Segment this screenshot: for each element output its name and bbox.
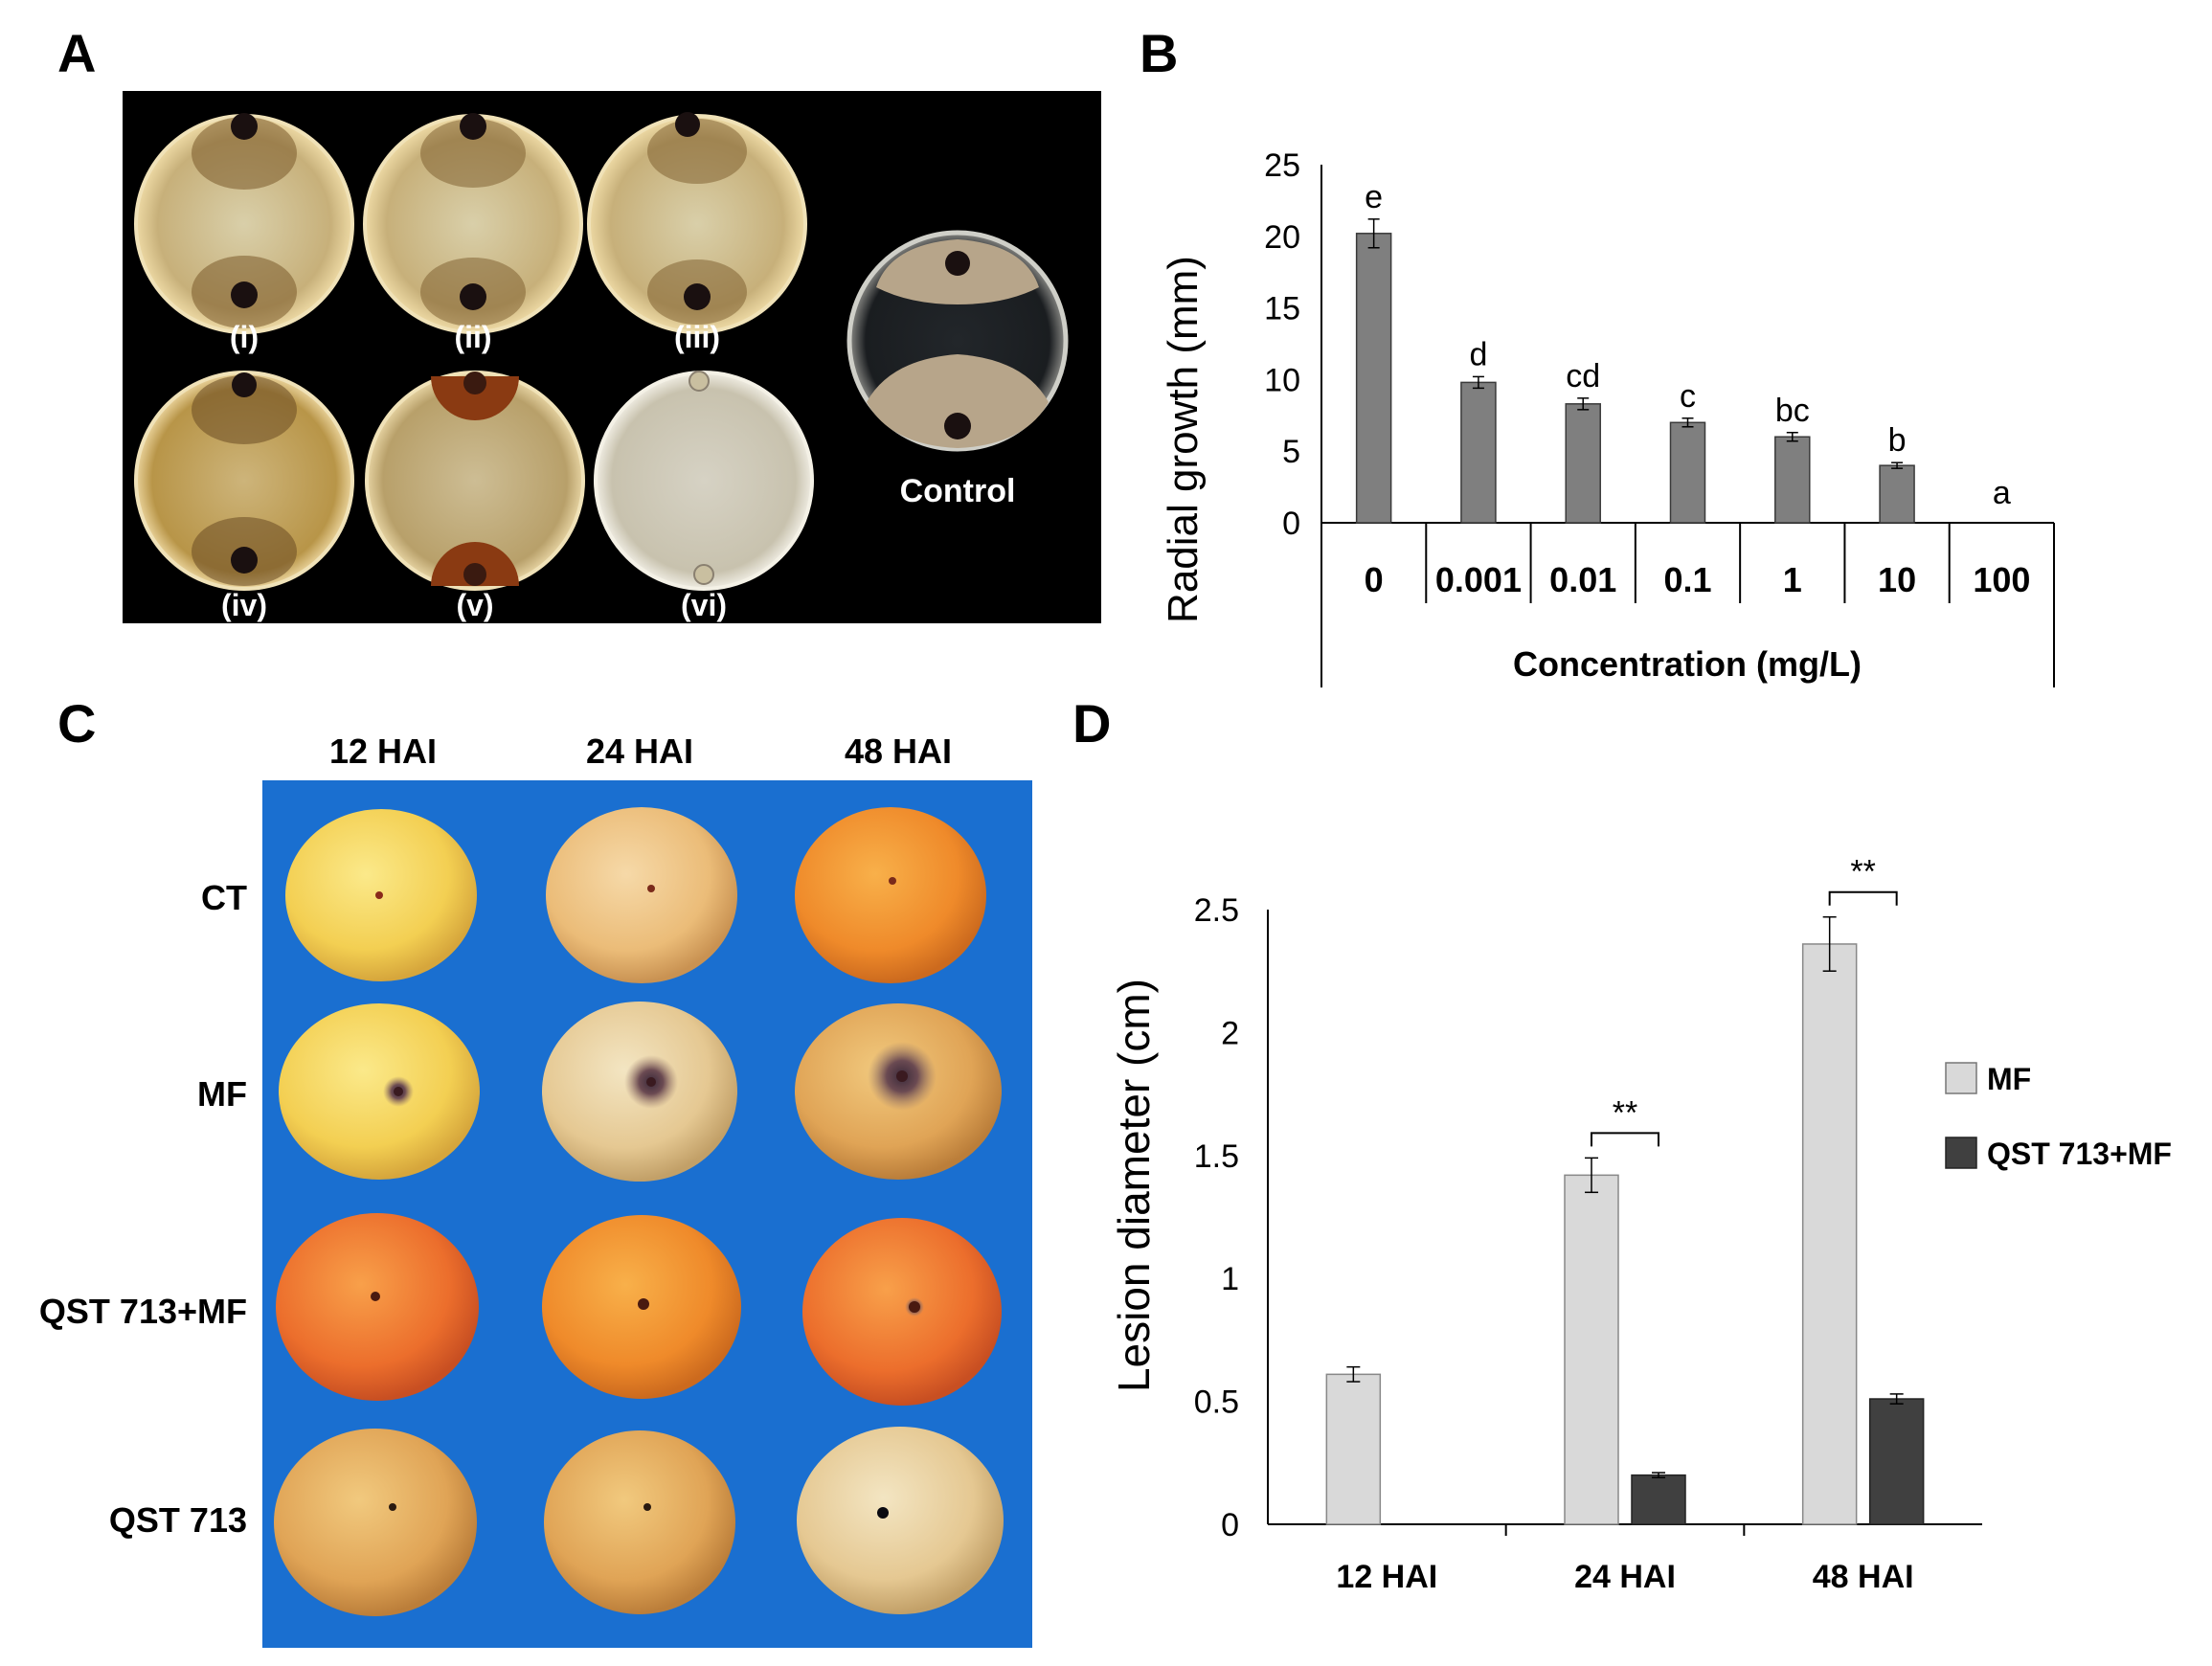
significance-letter: cd bbox=[1566, 358, 1600, 394]
x-axis-title-b: Concentration (mg/L) bbox=[1513, 644, 1862, 684]
plate-label: (iii) bbox=[674, 320, 720, 354]
chart-d: Lesion diameter (cm) MF QST 713+MF 0 0.5 1… bbox=[1109, 854, 2172, 1595]
y-axis-title-d: Lesion diameter (cm) bbox=[1109, 979, 1159, 1392]
row-label: CT bbox=[201, 878, 247, 917]
legend-swatch-qst bbox=[1945, 1137, 1977, 1169]
plate-label-control: Control bbox=[900, 473, 1016, 509]
panel-letter-b: B bbox=[1140, 23, 1178, 83]
petri-plate bbox=[134, 113, 354, 334]
bar bbox=[1868, 1398, 1925, 1525]
bar bbox=[1801, 943, 1858, 1525]
bar bbox=[1774, 436, 1811, 524]
y-tick-label: 2 bbox=[1221, 1015, 1239, 1051]
bar bbox=[1631, 1474, 1686, 1525]
legend-label-qst: QST 713+MF bbox=[1987, 1137, 2172, 1171]
x-tick-label: 0.1 bbox=[1663, 560, 1711, 599]
y-tick-label: 1.5 bbox=[1194, 1138, 1239, 1175]
x-tick-label: 48 HAI bbox=[1813, 1559, 1914, 1595]
row-label: QST 713+MF bbox=[39, 1292, 247, 1331]
y-tick-label: 5 bbox=[1282, 434, 1300, 470]
significance-letter: c bbox=[1680, 378, 1696, 415]
petri-plate bbox=[594, 371, 814, 591]
column-label: 24 HAI bbox=[586, 732, 693, 771]
bar bbox=[1564, 1174, 1619, 1525]
x-tick-label: 1 bbox=[1783, 560, 1802, 599]
plate-label: (iv) bbox=[221, 588, 267, 622]
bar bbox=[1669, 421, 1706, 524]
petri-plate bbox=[134, 371, 354, 591]
panel-letter-a: A bbox=[57, 23, 96, 83]
significance-letter: d bbox=[1469, 336, 1487, 372]
petri-plate bbox=[365, 371, 585, 591]
y-tick-label: 10 bbox=[1264, 362, 1300, 398]
x-tick-label: 0.01 bbox=[1549, 560, 1616, 599]
bar bbox=[1879, 464, 1915, 524]
y-tick-label: 1 bbox=[1221, 1261, 1239, 1297]
y-tick-label: 0.5 bbox=[1194, 1385, 1239, 1421]
panel-c: 12 HAI 24 HAI 48 HAI CT MF QST 713+MF QS… bbox=[39, 732, 1032, 1648]
bar bbox=[1325, 1373, 1382, 1525]
panel-a-photo: (i) (ii) (iii) (iv) (v) (vi) Control bbox=[123, 91, 1101, 623]
bar bbox=[1460, 381, 1497, 524]
row-label: QST 713 bbox=[109, 1500, 247, 1540]
bar bbox=[1355, 233, 1392, 524]
legend-swatch-mf bbox=[1945, 1062, 1977, 1094]
x-tick-label: 0.001 bbox=[1435, 560, 1522, 599]
panel-letter-d: D bbox=[1072, 693, 1111, 754]
x-tick-label: 24 HAI bbox=[1574, 1559, 1676, 1595]
legend-label-mf: MF bbox=[1987, 1062, 2031, 1096]
significance-letter: a bbox=[1993, 475, 2011, 511]
significance-marker: ** bbox=[1850, 854, 1875, 890]
x-tick-label: 10 bbox=[1878, 560, 1916, 599]
significance-bracket bbox=[1828, 890, 1898, 906]
x-tick-label: 0 bbox=[1365, 560, 1384, 599]
petri-plate-control bbox=[846, 230, 1069, 452]
x-tick-label: 100 bbox=[1973, 560, 2030, 599]
plate-label: (ii) bbox=[454, 320, 491, 354]
y-tick-label: 2.5 bbox=[1194, 892, 1239, 929]
x-tick-label: 12 HAI bbox=[1336, 1559, 1437, 1595]
significance-letter: bc bbox=[1775, 393, 1810, 429]
petri-plate bbox=[363, 113, 583, 334]
panel-letter-c: C bbox=[57, 693, 96, 754]
plate-label: (i) bbox=[230, 320, 259, 354]
y-tick-label: 25 bbox=[1264, 147, 1300, 184]
petri-plate bbox=[587, 112, 807, 334]
significance-letter: b bbox=[1888, 422, 1907, 459]
bar bbox=[1565, 403, 1601, 524]
y-tick-label: 0 bbox=[1282, 506, 1300, 542]
fruit-photo bbox=[262, 780, 1032, 1648]
legend-d: MF QST 713+MF bbox=[1945, 1062, 2172, 1171]
significance-marker: ** bbox=[1613, 1094, 1637, 1131]
column-label: 12 HAI bbox=[329, 732, 437, 771]
y-tick-label: 0 bbox=[1221, 1507, 1239, 1543]
chart-b: Radial growth (mm) Concentration (mg/L) … bbox=[1160, 147, 2055, 687]
row-label: MF bbox=[197, 1074, 247, 1114]
plate-label: (v) bbox=[456, 588, 493, 622]
significance-bracket bbox=[1591, 1132, 1659, 1147]
y-axis-title-b: Radial growth (mm) bbox=[1160, 256, 1207, 623]
y-tick-label: 15 bbox=[1264, 291, 1300, 327]
column-label: 48 HAI bbox=[845, 732, 952, 771]
plate-label: (vi) bbox=[681, 588, 727, 622]
significance-letter: e bbox=[1365, 179, 1383, 215]
y-tick-label: 20 bbox=[1264, 219, 1300, 256]
